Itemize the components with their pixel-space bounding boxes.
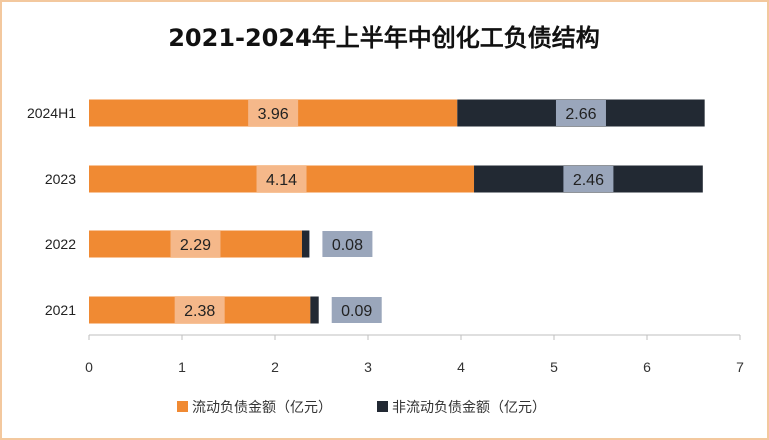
- x-ticks-group: 0 1 2 3 4 5 6 7: [85, 335, 744, 375]
- x-tick-label-4: 4: [457, 359, 465, 375]
- bar-noncurrent-2022: [301, 230, 310, 258]
- legend-swatch-noncurrent: [377, 401, 388, 412]
- data-labels-group: 3.96 2.66 4.14 2.46 2.29 0.08 2.38 0.09: [170, 100, 614, 323]
- data-label-bg-noncurrent-2024H1: [555, 100, 606, 126]
- bar-noncurrent-2021: [310, 296, 319, 324]
- data-label-noncurrent-2023: 2.46: [573, 172, 604, 189]
- legend: 流动负债金额（亿元） 非流动负债金额（亿元）: [177, 400, 546, 416]
- x-tick-label-0: 0: [85, 359, 93, 375]
- category-label-2023: 2023: [45, 171, 76, 187]
- legend-swatch-current: [177, 401, 188, 412]
- category-label-2024H1: 2024H1: [27, 105, 76, 121]
- data-label-bg-noncurrent-2023: [563, 166, 614, 192]
- category-label-2022: 2022: [45, 236, 76, 252]
- x-tick-label-2: 2: [271, 359, 279, 375]
- data-label-noncurrent-2021: 0.09: [341, 303, 372, 320]
- x-tick-label-1: 1: [178, 359, 186, 375]
- data-label-bg-current-2022: [170, 231, 221, 257]
- data-label-bg-noncurrent-2021: [331, 297, 382, 323]
- x-tick-label-3: 3: [364, 359, 372, 375]
- data-label-current-2024H1: 3.96: [258, 106, 289, 123]
- data-label-bg-current-2024H1: [248, 100, 299, 126]
- data-label-current-2022: 2.29: [180, 237, 211, 254]
- legend-label-current: 流动负债金额（亿元）: [192, 400, 332, 416]
- chart-title: 2021-2024年上半年中创化工负债结构: [168, 24, 600, 52]
- legend-label-noncurrent: 非流动负债金额（亿元）: [392, 400, 546, 416]
- x-tick-label-5: 5: [550, 359, 558, 375]
- category-labels-group: 2024H1 2023 2022 2021: [27, 105, 76, 318]
- data-label-bg-current-2021: [174, 297, 225, 323]
- data-label-noncurrent-2024H1: 2.66: [565, 106, 596, 123]
- data-label-current-2023: 4.14: [266, 172, 297, 189]
- data-label-noncurrent-2022: 0.08: [332, 237, 363, 254]
- data-label-bg-noncurrent-2022: [322, 231, 373, 257]
- data-label-bg-current-2023: [256, 166, 307, 192]
- x-tick-label-6: 6: [643, 359, 651, 375]
- data-label-current-2021: 2.38: [184, 303, 215, 320]
- bars-group: [89, 99, 705, 324]
- category-label-2021: 2021: [45, 302, 76, 318]
- x-tick-label-7: 7: [736, 359, 744, 375]
